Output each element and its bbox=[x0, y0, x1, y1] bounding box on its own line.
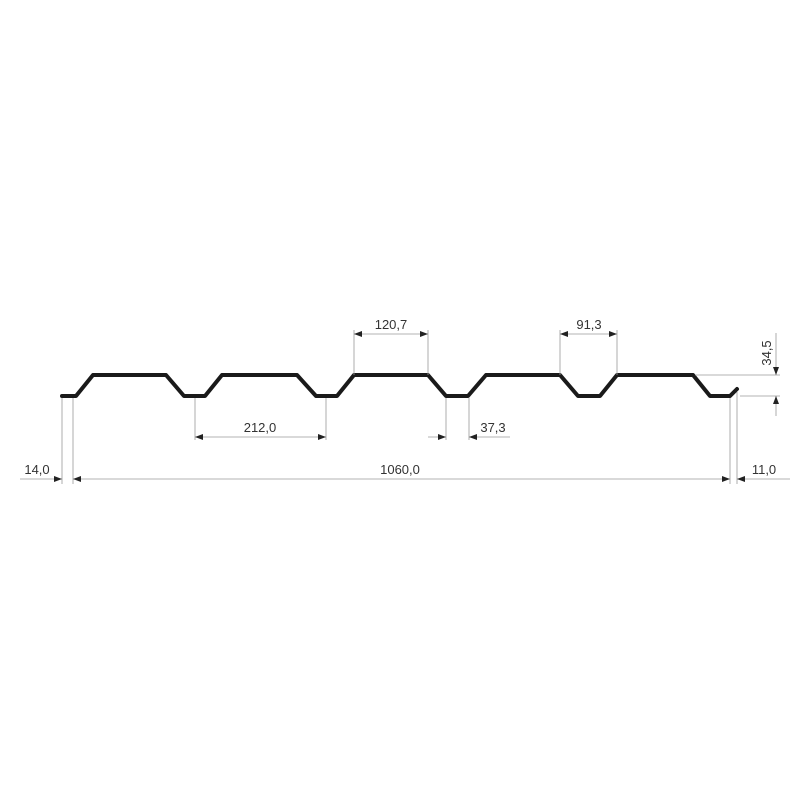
dimension-label: 14,0 bbox=[24, 462, 49, 477]
sheet-profile bbox=[60, 373, 739, 398]
dimension-120-7: 120,7 bbox=[353, 317, 429, 375]
dimension-label: 91,3 bbox=[576, 317, 601, 332]
dimension-label: 120,7 bbox=[375, 317, 408, 332]
dimension-label: 37,3 bbox=[480, 420, 505, 435]
dimension-37-3: 37,3 bbox=[428, 398, 510, 440]
dimension-overall: 14,0 1060,0 11,0 bbox=[20, 392, 790, 484]
dimension-212-0: 212,0 bbox=[194, 398, 327, 440]
dimension-34-5: 34,5 bbox=[695, 333, 780, 416]
dimension-91-3: 91,3 bbox=[559, 317, 618, 375]
dimension-label: 1060,0 bbox=[380, 462, 420, 477]
dimension-label: 11,0 bbox=[752, 462, 776, 477]
dimension-label: 34,5 bbox=[759, 340, 774, 365]
dimension-label: 212,0 bbox=[244, 420, 277, 435]
